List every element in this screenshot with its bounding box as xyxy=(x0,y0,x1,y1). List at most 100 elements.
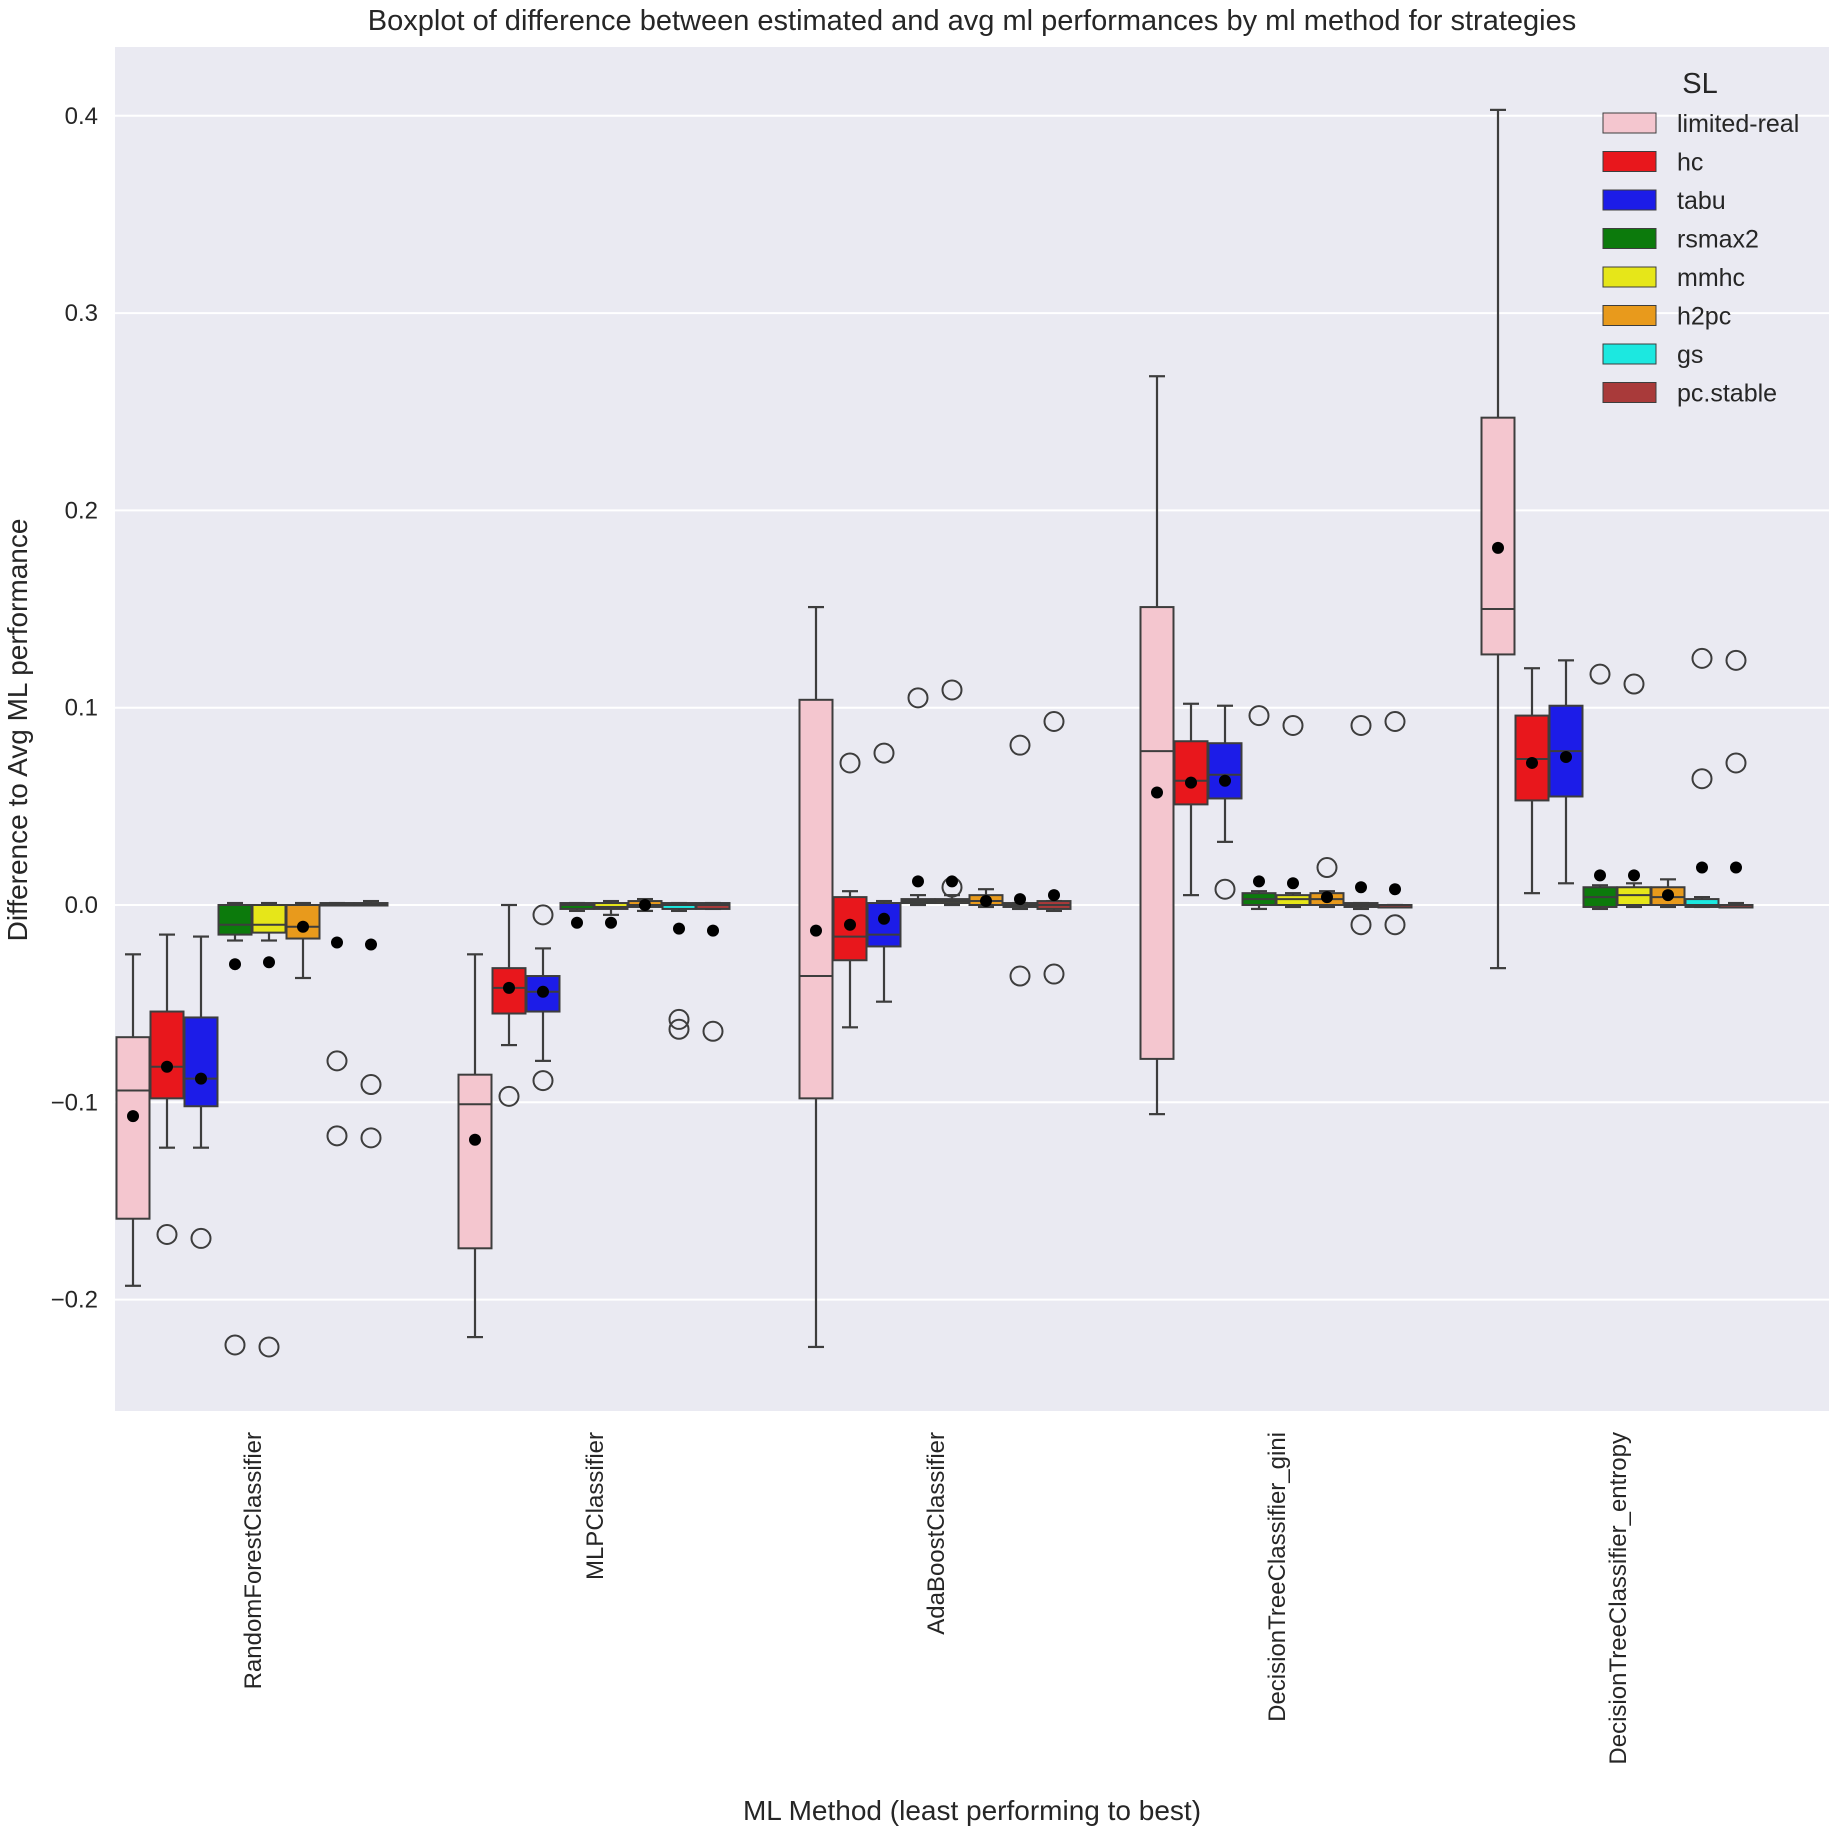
legend-label: gs xyxy=(1677,341,1703,369)
box-limited-real xyxy=(115,953,151,1287)
outlier-point xyxy=(360,1127,382,1149)
mean-point xyxy=(1287,877,1299,890)
box-hc xyxy=(832,752,868,1029)
legend-label: mmhc xyxy=(1677,264,1745,292)
y-tick-label: 0.0 xyxy=(65,892,98,919)
box xyxy=(457,1073,493,1250)
legend-swatch xyxy=(1602,382,1657,403)
box xyxy=(149,1010,185,1100)
outlier-point xyxy=(1691,768,1713,790)
legend-swatch xyxy=(1602,151,1657,172)
box-limited-real xyxy=(1480,108,1516,970)
y-tick-label: −0.2 xyxy=(51,1287,98,1314)
chart-title: Boxplot of difference between estimated … xyxy=(368,5,1576,37)
box-tabu xyxy=(866,742,902,1003)
legend-item-pc.stable: pc.stable xyxy=(1602,380,1777,408)
legend-label: tabu xyxy=(1677,187,1726,215)
mean-point xyxy=(1014,893,1026,906)
outlier-point xyxy=(1248,705,1270,727)
outlier-point xyxy=(702,1020,724,1042)
legend-item-limited-real: limited-real xyxy=(1602,110,1799,138)
mean-point xyxy=(946,875,958,888)
box-pc.stable xyxy=(1036,711,1072,985)
box-limited-real xyxy=(1139,375,1175,1116)
outlier-point xyxy=(498,1085,520,1107)
outlier-point xyxy=(941,679,963,701)
mean-point xyxy=(1526,756,1538,769)
mean-point xyxy=(844,918,856,931)
box-series xyxy=(115,108,1754,1358)
mean-point xyxy=(1662,889,1674,902)
mean-point xyxy=(673,922,685,935)
mean-point xyxy=(161,1060,173,1073)
box-pc.stable xyxy=(1718,649,1754,909)
box-tabu xyxy=(1207,704,1243,900)
x-tick-label: DecisionTreeClassifier_gini xyxy=(1264,1432,1291,1722)
outlier-point xyxy=(224,1334,246,1356)
box-gs xyxy=(661,901,697,1040)
box xyxy=(1173,740,1209,806)
box-h2pc xyxy=(627,897,663,913)
outlier-point xyxy=(1691,647,1713,669)
outlier-point xyxy=(1589,663,1611,685)
outlier-point xyxy=(532,904,554,926)
mean-point xyxy=(263,956,275,969)
box-hc xyxy=(149,933,185,1245)
box-limited-real xyxy=(457,953,493,1339)
y-tick-label: 0.2 xyxy=(65,497,98,524)
outlier-point xyxy=(1009,734,1031,756)
legend-swatch xyxy=(1602,266,1657,288)
mean-point xyxy=(1355,881,1367,894)
box-hc xyxy=(491,903,527,1107)
box-gs xyxy=(1684,647,1720,909)
mean-point xyxy=(1492,541,1504,554)
y-tick-label: −0.1 xyxy=(51,1089,98,1116)
x-tick-label: DecisionTreeClassifier_entropy xyxy=(1605,1432,1632,1765)
mean-point xyxy=(1048,889,1060,902)
y-tick-label: 0.3 xyxy=(65,300,98,327)
box-h2pc xyxy=(285,901,321,980)
box xyxy=(115,1036,151,1220)
box-mmhc xyxy=(1275,714,1311,909)
mean-point xyxy=(1253,875,1265,888)
box-gs xyxy=(1002,734,1038,987)
outlier-point xyxy=(1350,714,1372,736)
box-tabu xyxy=(1548,659,1584,885)
box-limited-real xyxy=(798,605,834,1349)
outlier-point xyxy=(1316,857,1338,879)
outlier-point xyxy=(1623,673,1645,695)
outlier-point xyxy=(1725,752,1747,774)
legend-item-tabu: tabu xyxy=(1602,187,1726,215)
legend-title: SL xyxy=(1682,68,1717,100)
mean-point xyxy=(537,985,549,998)
y-axis-label: Difference to Avg ML performance xyxy=(2,519,33,942)
y-axis-ticks: −0.2 −0.1 0.0 0.1 0.2 0.3 0.4 xyxy=(51,103,98,1314)
outlier-point xyxy=(839,752,861,774)
box-h2pc xyxy=(1309,857,1345,909)
legend-label: limited-real xyxy=(1677,110,1799,138)
x-tick-label: MLPClassifier xyxy=(582,1432,609,1580)
mean-point xyxy=(1219,774,1231,787)
box xyxy=(1480,416,1516,656)
x-tick-label: AdaBoostClassifier xyxy=(923,1432,950,1635)
mean-point xyxy=(1560,751,1572,764)
outlier-point xyxy=(1350,914,1372,936)
outlier-point xyxy=(1282,714,1304,736)
box-tabu xyxy=(525,904,561,1092)
x-tick-label: RandomForestClassifier xyxy=(240,1432,267,1689)
legend: SL limited-real hc tabu rsmax2 mmhc h2pc gs pc.… xyxy=(1602,68,1799,408)
box xyxy=(798,698,834,1100)
outlier-point xyxy=(258,1336,280,1358)
box-hc xyxy=(1173,702,1209,897)
outlier-point xyxy=(156,1223,178,1245)
box xyxy=(285,904,321,940)
outlier-point xyxy=(1384,914,1406,936)
outlier-point xyxy=(907,687,929,709)
mean-point xyxy=(469,1133,481,1146)
box-mmhc xyxy=(593,899,629,929)
legend-item-hc: hc xyxy=(1602,149,1703,177)
x-axis-ticks: RandomForestClassifier MLPClassifier AdaBo… xyxy=(240,1432,1632,1765)
y-tick-label: 0.4 xyxy=(65,103,98,130)
legend-swatch xyxy=(1602,189,1657,211)
